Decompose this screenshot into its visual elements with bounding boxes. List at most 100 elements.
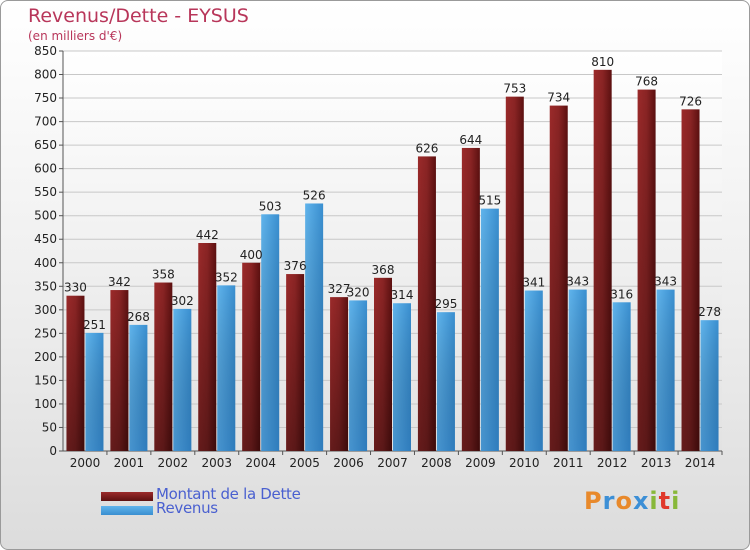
bar-dette-shade — [637, 89, 656, 452]
y-tick-label: 600 — [34, 162, 57, 176]
x-tick-label: 2000 — [70, 456, 101, 470]
y-tick-label: 150 — [34, 373, 57, 387]
bar-revenus-shade — [393, 303, 411, 451]
plot-background — [63, 51, 722, 451]
bar-dette-shade — [593, 69, 612, 451]
y-tick-label: 650 — [34, 138, 57, 152]
x-tick-label: 2007 — [377, 456, 408, 470]
y-tick-label: 200 — [34, 350, 57, 364]
data-label: 753 — [503, 82, 526, 96]
data-labels: 3302513422683583024423524005033765263273… — [64, 55, 721, 332]
data-label: 251 — [83, 318, 106, 332]
data-label: 314 — [391, 288, 414, 302]
logo-letter: o — [615, 487, 633, 515]
bar-dette-shade — [681, 109, 700, 452]
y-tick-label: 0 — [49, 444, 57, 458]
data-label: 734 — [547, 91, 570, 105]
bar-dette-shade — [110, 290, 129, 451]
data-label: 302 — [171, 294, 194, 308]
y-tick-label: 750 — [34, 91, 57, 105]
proxiti-logo: Proxiti — [584, 487, 680, 515]
x-tick-label: 2006 — [333, 456, 364, 470]
bar-dette-shade — [330, 297, 349, 451]
bar-revenus-shade — [612, 302, 631, 451]
bar-revenus-shade — [173, 308, 192, 451]
data-label: 503 — [259, 199, 282, 213]
bar-revenus-shade — [85, 332, 104, 451]
bar-revenus-shade — [656, 289, 675, 451]
x-tick-label: 2011 — [553, 456, 584, 470]
logo-letter: r — [602, 487, 616, 515]
data-label: 342 — [108, 275, 131, 289]
legend-label-revenus: Revenus — [156, 499, 218, 517]
bar-dette-shade — [374, 277, 392, 451]
x-tick-label: 2001 — [114, 456, 145, 470]
bar-revenus-shade — [524, 290, 543, 451]
data-label: 515 — [478, 194, 501, 208]
bar-dette-shade — [66, 295, 85, 451]
grid — [63, 50, 722, 452]
data-label: 341 — [522, 276, 545, 290]
bar-dette-shade — [505, 96, 524, 451]
legend-swatch-revenus — [101, 506, 153, 515]
bars — [66, 69, 719, 452]
data-label: 442 — [196, 228, 219, 242]
y-tick-label: 700 — [34, 115, 57, 129]
x-tick-label: 2010 — [509, 456, 540, 470]
data-label: 343 — [566, 275, 589, 289]
x-tick-label: 2012 — [597, 456, 628, 470]
data-label: 316 — [610, 287, 633, 301]
x-tick-label: 2002 — [158, 456, 189, 470]
bar-revenus-shade — [480, 208, 499, 451]
data-label: 352 — [215, 270, 238, 284]
y-tick-label: 350 — [34, 279, 57, 293]
y-tick-label: 550 — [34, 185, 57, 199]
logo-letter: i — [649, 487, 659, 515]
bar-dette-shade — [461, 147, 480, 452]
bar-dette-shade — [154, 282, 173, 451]
chart-title: Revenus/Dette - EYSUS — [28, 5, 249, 27]
data-label: 278 — [698, 305, 721, 319]
data-label: 768 — [635, 75, 658, 89]
x-tick-label: 2003 — [201, 456, 232, 470]
y-axis: 0 50 100 150 200 250 300 350 400 450 500 550 600 650 7… — [34, 44, 64, 458]
data-label: 268 — [127, 310, 150, 324]
bar-revenus-shade — [129, 324, 148, 451]
bar-revenus-shade — [436, 312, 455, 451]
bar-revenus-shade — [568, 289, 587, 451]
bar-revenus-shade — [700, 320, 719, 451]
data-label: 330 — [64, 281, 87, 295]
bar-dette-shade — [417, 156, 436, 452]
data-label: 343 — [654, 275, 677, 289]
x-tick-label: 2013 — [641, 456, 672, 470]
y-tick-label: 400 — [34, 256, 57, 270]
bar-dette-shade — [549, 105, 568, 452]
logo-letter: t — [658, 487, 672, 515]
y-tick-label: 800 — [34, 68, 57, 82]
legend-swatch-dette — [101, 492, 153, 501]
x-tick-label: 2014 — [685, 456, 716, 470]
x-tick-label: 2008 — [421, 456, 452, 470]
data-label: 626 — [415, 141, 438, 155]
bar-dette-shade — [198, 243, 217, 451]
y-tick-label: 50 — [42, 420, 57, 434]
logo-letter: i — [671, 487, 681, 515]
y-tick-label: 850 — [34, 44, 57, 58]
legend-label-dette: Montant de la Dette — [156, 485, 301, 503]
data-label: 295 — [434, 297, 457, 311]
bar-revenus-shade — [305, 203, 324, 451]
y-tick-label: 450 — [34, 232, 57, 246]
bar-revenus-shade — [349, 300, 368, 451]
bar-dette-shade — [286, 274, 305, 451]
logo-letter: P — [584, 487, 603, 515]
data-label: 368 — [372, 263, 395, 277]
data-label: 358 — [152, 268, 175, 282]
chart-subtitle: (en milliers d'€) — [28, 29, 123, 43]
x-tick-label: 2004 — [245, 456, 276, 470]
data-label: 526 — [303, 188, 326, 202]
data-label: 320 — [347, 285, 370, 299]
y-tick-label: 300 — [34, 303, 57, 317]
bar-revenus-shade — [217, 285, 236, 451]
x-tick-label: 2009 — [465, 456, 496, 470]
